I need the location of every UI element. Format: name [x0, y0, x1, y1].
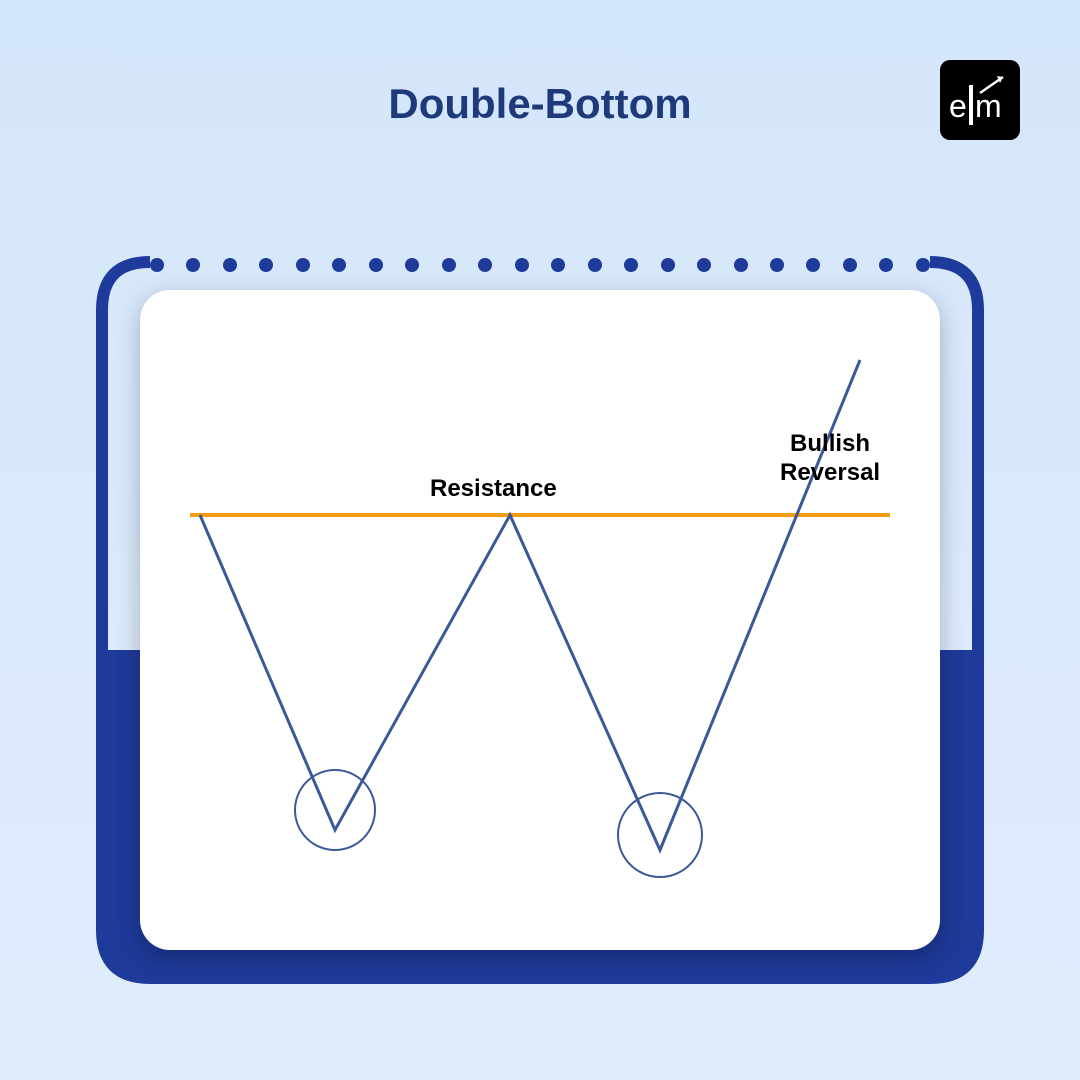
border-dot	[843, 258, 857, 272]
bottom-circle-2	[618, 793, 702, 877]
resistance-label: Resistance	[430, 475, 557, 503]
bullish-label-line2: Reversal	[780, 459, 880, 486]
border-dot	[442, 258, 456, 272]
bottom-circle-1	[295, 770, 375, 850]
border-dot	[515, 258, 529, 272]
bullish-label-line1: Bullish	[790, 430, 870, 457]
border-dot	[879, 258, 893, 272]
border-dot	[588, 258, 602, 272]
border-dot	[296, 258, 310, 272]
border-dot	[661, 258, 675, 272]
border-dot	[697, 258, 711, 272]
border-dot	[369, 258, 383, 272]
price-pattern-line	[200, 360, 860, 850]
border-dot	[734, 258, 748, 272]
svg-text:e: e	[949, 88, 967, 124]
double-bottom-chart	[140, 290, 940, 950]
border-dot	[150, 258, 164, 272]
border-dot	[770, 258, 784, 272]
border-dot	[916, 258, 930, 272]
border-dot	[405, 258, 419, 272]
border-dot	[259, 258, 273, 272]
border-dot	[223, 258, 237, 272]
chart-card: Resistance Bullish Reversal	[140, 290, 940, 950]
border-dot	[806, 258, 820, 272]
border-dot	[624, 258, 638, 272]
page-title: Double-Bottom	[388, 80, 691, 128]
border-dot	[551, 258, 565, 272]
chart-frame: Resistance Bullish Reversal	[90, 250, 990, 990]
svg-text:m: m	[975, 88, 1002, 124]
dotted-border	[150, 258, 930, 272]
border-dot	[332, 258, 346, 272]
bullish-reversal-label: Bullish Reversal	[780, 430, 880, 488]
elm-logo: e m	[940, 60, 1020, 140]
border-dot	[186, 258, 200, 272]
border-dot	[478, 258, 492, 272]
